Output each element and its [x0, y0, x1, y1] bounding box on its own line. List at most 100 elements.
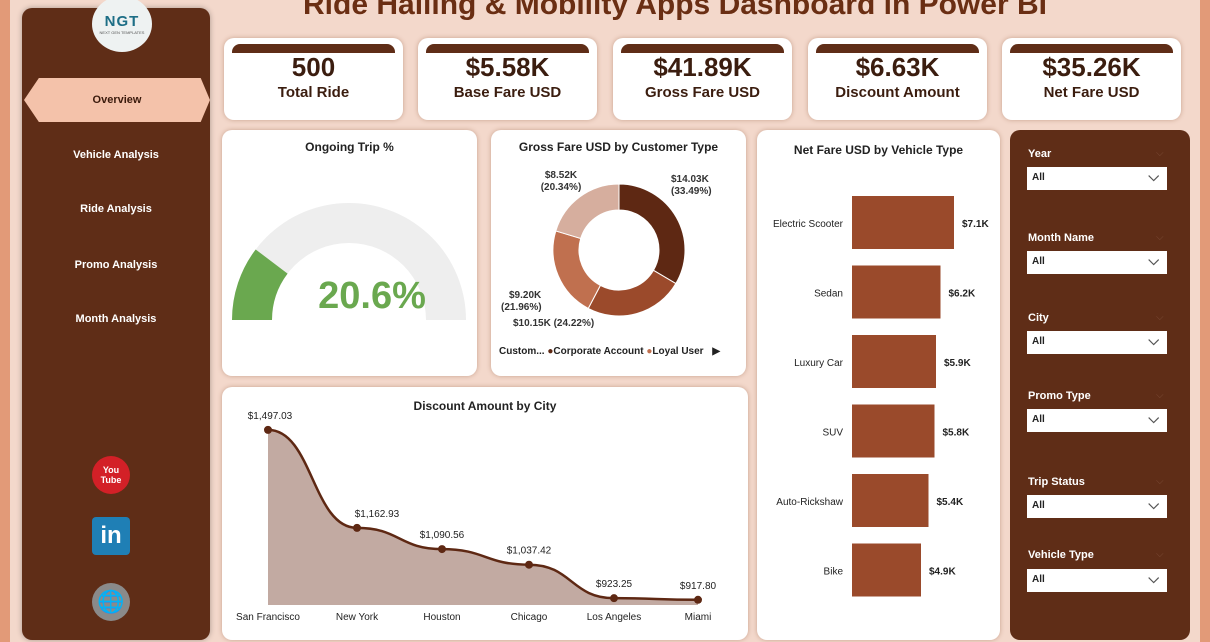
data-point[interactable]: [438, 545, 446, 554]
filter-dropdown[interactable]: All: [1027, 251, 1167, 274]
logo-subtext: NEXT GEN TEMPLATES: [99, 30, 145, 35]
bar-value-label: $6.2K: [949, 289, 976, 300]
filter-label: City: [1028, 312, 1049, 324]
bar[interactable]: [852, 335, 936, 388]
sidebar: NGT NEXT GEN TEMPLATES Overview Vehicle A…: [22, 0, 210, 640]
donut-slice[interactable]: [552, 230, 602, 310]
donut-legend: Custom... ●Corporate Account ●Loyal User…: [499, 346, 720, 357]
bar[interactable]: [852, 543, 921, 597]
kpi-card: $35.26K Net Fare USD: [1002, 38, 1181, 120]
kpi-label: Base Fare USD: [453, 84, 562, 101]
bar-category-label: Luxury Car: [794, 358, 844, 369]
donut-card: Gross Fare USD by Customer Type $14.03K(…: [491, 130, 746, 376]
filter-collapse-icon[interactable]: ⌵: [1156, 549, 1164, 560]
kpi-header-bar: [621, 44, 784, 53]
filter-collapse-icon[interactable]: ⌵: [1156, 148, 1164, 159]
kpi-value: $6.63K: [855, 52, 940, 82]
point-label: $1,090.56: [420, 530, 465, 541]
point-label: $923.25: [596, 579, 633, 590]
donut-slice[interactable]: [555, 183, 620, 240]
kpi-label: Total Ride: [277, 84, 350, 101]
bar[interactable]: [852, 474, 929, 527]
legend-dot-icon: ●: [646, 346, 653, 357]
kpi-value: $35.26K: [1042, 52, 1141, 82]
bar-title: Net Fare USD by Vehicle Type: [793, 143, 964, 157]
filter-dropdown[interactable]: All: [1027, 409, 1167, 432]
gauge-track: [232, 203, 466, 320]
filter-collapse-icon[interactable]: ⌵: [1156, 390, 1164, 401]
kpi-header-bar: [1010, 44, 1173, 53]
kpi-header-bar: [232, 44, 395, 53]
filter-label: Year: [1028, 148, 1052, 160]
data-point[interactable]: [353, 523, 361, 532]
filter-label: Trip Status: [1028, 476, 1085, 488]
data-point[interactable]: [264, 425, 272, 434]
legend-item[interactable]: Loyal User: [652, 346, 704, 357]
donut-slice[interactable]: [618, 183, 686, 285]
data-point[interactable]: [694, 595, 702, 604]
bar-value-label: $4.9K: [929, 567, 956, 578]
bar-card: Net Fare USD by Vehicle Type Electric Sc…: [757, 130, 1000, 640]
filter-collapse-icon[interactable]: ⌵: [1156, 312, 1164, 323]
bar-value-label: $5.4K: [937, 497, 964, 508]
nav-ride-analysis[interactable]: Ride Analysis: [80, 203, 152, 215]
kpi-value: $5.58K: [465, 52, 550, 82]
area-card: Discount Amount by City $1,497.03 San Fra…: [222, 387, 748, 640]
kpi-header-bar: [816, 44, 979, 53]
gauge-value: 20.6%: [318, 275, 426, 317]
youtube-icon[interactable]: You Tube: [92, 456, 130, 494]
legend-item[interactable]: Corporate Account: [553, 346, 644, 357]
bar[interactable]: [852, 196, 954, 249]
donut-slice[interactable]: [587, 269, 677, 317]
gauge-chart: [232, 203, 466, 320]
filter-dropdown[interactable]: All: [1027, 167, 1167, 190]
bar-value-label: $5.8K: [943, 428, 970, 439]
kpi-value: 500: [291, 52, 336, 82]
filter-collapse-icon[interactable]: ⌵: [1156, 476, 1164, 487]
donut-chart: $14.03K(33.49%) $10.15K (24.22%) $9.20K(21…: [501, 170, 712, 329]
kpi-label: Net Fare USD: [1043, 84, 1140, 101]
bar-category-label: Bike: [824, 567, 844, 578]
bar[interactable]: [852, 404, 935, 458]
gauge-card: Ongoing Trip % 20.6%: [222, 130, 477, 376]
nav-overview[interactable]: Overview: [24, 78, 210, 122]
x-tick-label: New York: [336, 612, 379, 623]
area-fill: [268, 429, 698, 605]
globe-icon[interactable]: 🌐: [92, 583, 130, 621]
filter-dropdown[interactable]: All: [1027, 331, 1167, 354]
nav-promo-analysis[interactable]: Promo Analysis: [74, 259, 158, 271]
bar-category-label: Electric Scooter: [773, 219, 844, 230]
left-border: [0, 0, 10, 642]
kpi-value: $41.89K: [653, 52, 752, 82]
bar[interactable]: [852, 265, 941, 319]
filter-panel: Year ⌵ All Month Name ⌵ All City ⌵ All Promo Type…: [1010, 130, 1190, 640]
slice-label: $8.52K: [545, 170, 578, 181]
data-point[interactable]: [610, 594, 618, 603]
legend-title: Custom...: [499, 346, 545, 357]
x-tick-label: Houston: [423, 612, 460, 623]
slice-label: $10.15K (24.22%): [513, 318, 594, 329]
filter-dropdown[interactable]: All: [1027, 569, 1167, 592]
linkedin-icon[interactable]: in: [92, 517, 130, 555]
point-label: $1,037.42: [507, 546, 552, 557]
gauge-title: Ongoing Trip %: [305, 140, 394, 154]
logo: NGT NEXT GEN TEMPLATES: [92, 0, 152, 52]
area-title: Discount Amount by City: [413, 399, 557, 413]
filter-dropdown[interactable]: All: [1027, 495, 1167, 518]
nav-vehicle-analysis[interactable]: Vehicle Analysis: [73, 149, 159, 161]
donut-title: Gross Fare USD by Customer Type: [518, 140, 719, 154]
gauge-fill: [232, 249, 288, 320]
kpi-card: 500 Total Ride: [224, 38, 403, 120]
data-point[interactable]: [525, 560, 533, 569]
bar-value-label: $5.9K: [944, 358, 971, 369]
filter-collapse-icon[interactable]: ⌵: [1156, 232, 1164, 243]
legend-next-icon[interactable]: ▶: [712, 346, 721, 357]
right-border: [1200, 0, 1210, 642]
nav-month-analysis[interactable]: Month Analysis: [75, 313, 157, 325]
slice-pct: (33.49%): [671, 186, 712, 197]
bar-category-label: SUV: [822, 428, 843, 439]
bar-chart: Electric Scooter $7.1K Sedan $6.2K Luxury Ca…: [773, 196, 989, 597]
point-label: $1,162.93: [355, 509, 400, 520]
page-title: Ride Hailing & Mobility Apps Dashboard i…: [303, 0, 1047, 21]
kpi-label: Gross Fare USD: [644, 84, 761, 101]
